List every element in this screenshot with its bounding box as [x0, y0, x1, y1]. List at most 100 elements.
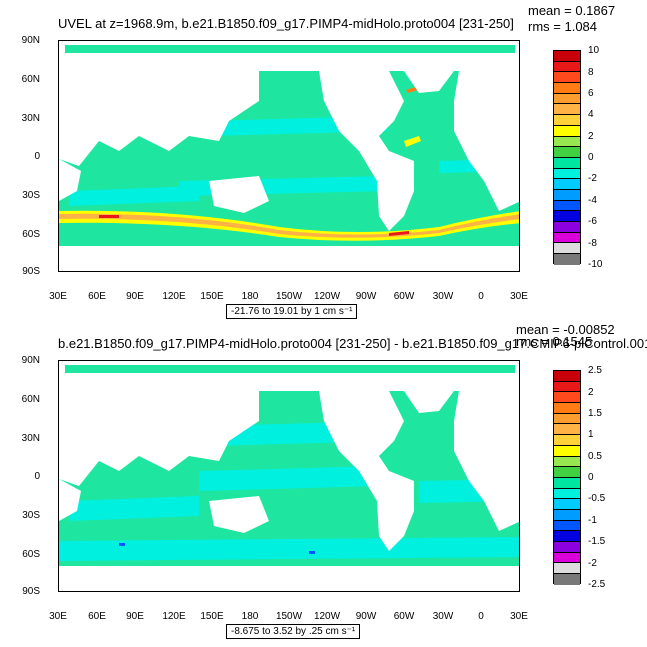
ocean-band — [59, 537, 519, 561]
lat-tick-label: 90S — [22, 266, 40, 277]
mean-label: mean = -0.00852 — [516, 322, 615, 337]
lon-tick-label: 30W — [432, 291, 454, 302]
colorbar-swatch — [554, 104, 580, 116]
colorbar-swatch — [554, 477, 580, 489]
colorbar-swatch — [554, 93, 580, 105]
anomaly-spot — [309, 551, 315, 554]
chart-title: UVEL at z=1968.9m, b.e21.B1850.f09_g17.P… — [58, 16, 514, 31]
land-masks — [59, 41, 519, 271]
colorbar-swatch — [554, 72, 580, 84]
rms-label: rms = 0.1545 — [516, 334, 593, 349]
ocean-band — [69, 186, 199, 206]
land-mass — [319, 391, 414, 551]
colorbar-label: 2 — [588, 131, 594, 142]
colorbar-label: 8 — [588, 67, 594, 78]
colorbar-label: -2 — [588, 173, 597, 184]
land-mass — [59, 361, 519, 365]
colorbar-label: -2.5 — [588, 579, 606, 590]
colorbar-swatch — [554, 168, 580, 180]
land-mass — [59, 566, 519, 591]
colorbar-swatch — [554, 509, 580, 521]
land-mass — [59, 159, 81, 201]
land-mass — [59, 53, 519, 71]
lon-tick-label: 90W — [355, 291, 377, 302]
colorbar-label: -6 — [588, 216, 597, 227]
ocean-band — [69, 496, 199, 521]
lon-tick-label: 60W — [393, 291, 415, 302]
colorbar-swatch — [554, 61, 580, 73]
lon-tick-label: 90E — [126, 291, 144, 302]
lat-tick-label: 30N — [21, 433, 40, 444]
colorbar-swatch — [554, 403, 580, 414]
land-mass — [209, 496, 269, 533]
colorbar-label: 10 — [588, 45, 600, 56]
ocean-region — [65, 365, 515, 373]
ocean-region — [65, 45, 515, 53]
colorbar-label: -1 — [588, 515, 597, 526]
lat-tick-label: 90N — [21, 35, 40, 46]
range-label: -21.76 to 19.01 by 1 cm s⁻¹ — [226, 304, 358, 319]
colorbar-swatch — [554, 243, 580, 255]
lat-tick-label: 60S — [22, 229, 40, 240]
lat-tick-label: 30S — [22, 510, 40, 521]
colorbar-swatch — [554, 125, 580, 137]
land-mass — [454, 391, 519, 531]
colorbar-label: 0 — [588, 152, 594, 163]
colorbar-swatch — [554, 147, 580, 158]
lat-tick-label: 90S — [22, 586, 40, 597]
land-mass — [59, 479, 81, 521]
colorbar-swatch — [554, 424, 580, 436]
lon-tick-label: 30E — [49, 611, 67, 622]
lon-tick-label: 120W — [313, 611, 341, 622]
colorbar-swatch — [554, 157, 580, 169]
colorbar-swatch — [554, 189, 580, 201]
lat-tick-label: 30N — [21, 113, 40, 124]
lon-tick-label: 180 — [241, 611, 259, 622]
colorbar-label: -8 — [588, 238, 597, 249]
lat-tick-label: 60N — [21, 394, 40, 405]
colorbar-swatch — [554, 222, 580, 233]
gulf-stream — [404, 136, 421, 147]
colorbar-label: 0 — [588, 472, 594, 483]
lon-tick-label: 120E — [162, 611, 186, 622]
colorbar-swatch — [554, 542, 580, 553]
colorbar-swatch — [554, 232, 580, 244]
acc-band — [59, 213, 519, 238]
lon-tick-label: 30W — [432, 611, 454, 622]
colorbar-swatch — [554, 392, 580, 404]
acc-band — [389, 231, 409, 236]
colorbar-label: 1.5 — [588, 408, 602, 419]
land-mass — [59, 391, 259, 486]
land-mass — [404, 391, 454, 413]
lat-tick-label: 60S — [22, 549, 40, 560]
colorbar — [553, 50, 581, 265]
lat-tick-label: 60N — [21, 74, 40, 85]
lon-tick-label: 150W — [275, 611, 303, 622]
lon-tick-label: 0 — [478, 291, 484, 302]
land-mass — [404, 71, 454, 93]
colorbar-swatch — [554, 136, 580, 148]
land-mass — [319, 71, 414, 231]
map-svg — [59, 361, 519, 591]
colorbar-swatch — [554, 115, 580, 126]
lon-tick-label: 150E — [200, 291, 224, 302]
colorbar-label: 6 — [588, 88, 594, 99]
colorbar-label: 4 — [588, 109, 594, 120]
lat-tick-label: 0 — [34, 471, 40, 482]
lon-tick-label: 120W — [313, 291, 341, 302]
colorbar-swatch — [554, 371, 580, 382]
colorbar-swatch — [554, 381, 580, 393]
map-plot — [58, 40, 520, 272]
lon-tick-label: 90E — [126, 611, 144, 622]
lon-tick-label: 60W — [393, 611, 415, 622]
mean-label: mean = 0.1867 — [528, 3, 616, 18]
chart-title: b.e21.B1850.f09_g17.PIMP4-midHolo.proto0… — [58, 336, 647, 351]
colorbar-label: 2 — [588, 387, 594, 398]
colorbar-label: 0.5 — [588, 451, 602, 462]
lon-tick-label: 60E — [88, 291, 106, 302]
colorbar-swatch — [554, 51, 580, 62]
colorbar-swatch — [554, 435, 580, 446]
anomaly-spot — [119, 543, 125, 546]
colorbar-swatch — [554, 520, 580, 532]
land-mass — [454, 71, 519, 211]
